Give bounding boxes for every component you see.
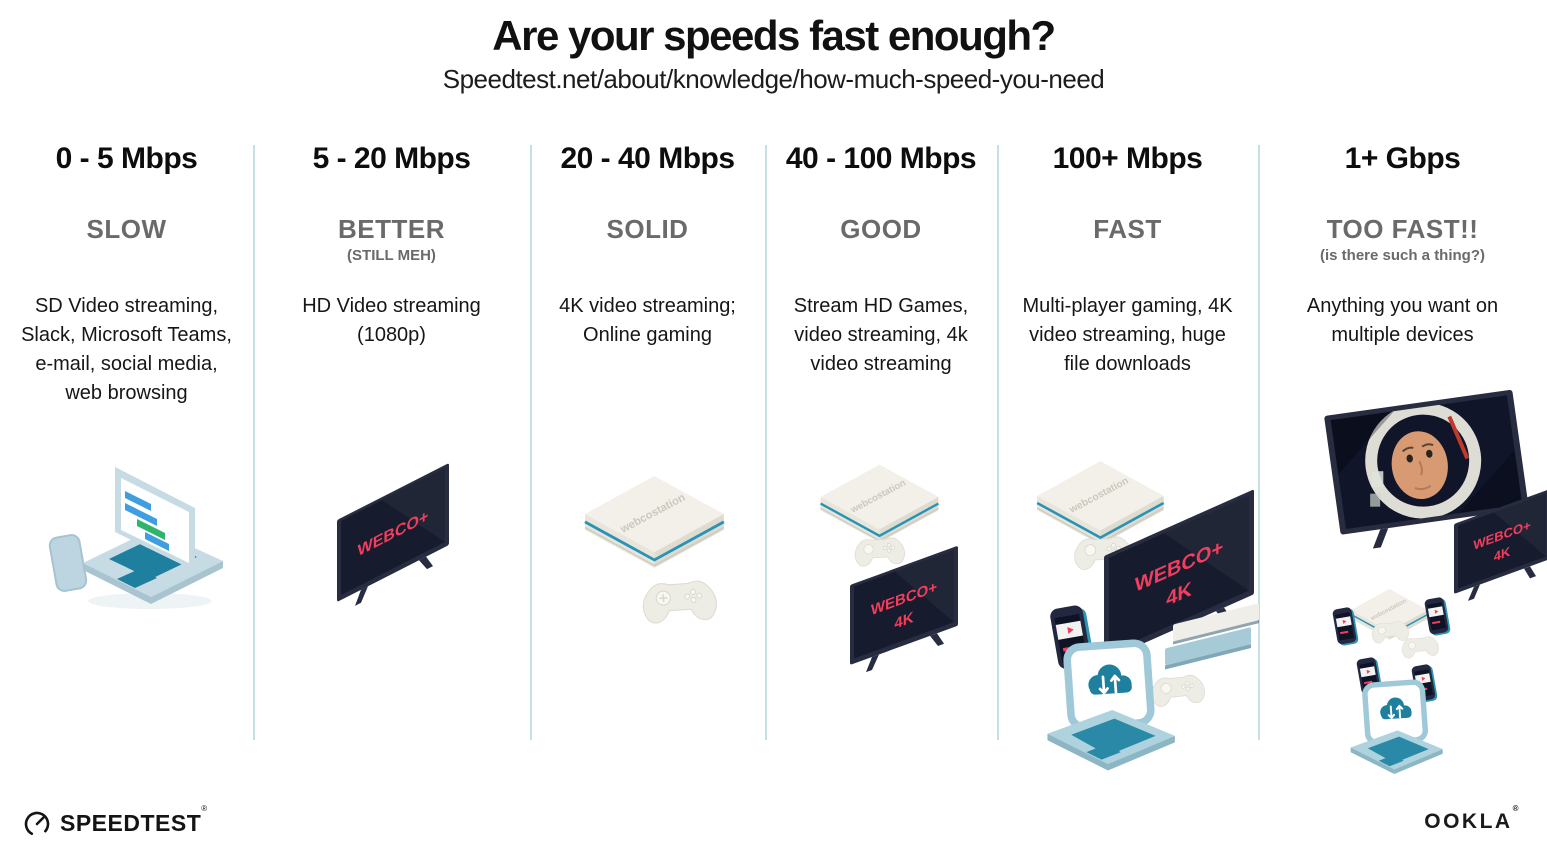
everything-illustration: WEBCO+ 4K webcostation: [1323, 389, 1547, 775]
game-console-illustration: webcostation: [583, 475, 725, 624]
laptop-download-icon: [1350, 679, 1443, 775]
speed-column-20-40-mbps: 20 - 40 Mbps SOLID 4K video streaming; O…: [530, 0, 765, 780]
speed-range-label: 100+ Mbps: [1052, 142, 1203, 175]
ookla-wordmark: OOKLA: [1424, 810, 1513, 833]
speedtest-wordmark: SPEEDTEST: [60, 809, 202, 836]
svg-text:4K: 4K: [894, 609, 914, 633]
game-controller-icon: [642, 580, 717, 624]
rating-label: SLOW: [86, 214, 167, 244]
registered-mark: ®: [201, 803, 208, 813]
svg-text:4K: 4K: [1493, 544, 1510, 565]
use-case-description: Multi-player gaming, 4K video streaming,…: [1022, 295, 1233, 375]
astronaut-still: [1330, 402, 1522, 519]
game-controller-icon: [854, 537, 906, 567]
speed-column-100-mbps: 100+ Mbps FAST Multi-player gaming, 4K v…: [997, 0, 1259, 780]
tv-4k-icon: WEBCO+ 4K: [1103, 489, 1254, 666]
rating-note: (is there such a thing?): [1319, 247, 1485, 264]
rating-label: BETTER: [338, 214, 445, 244]
hd-tv-illustration: WEBCO+: [336, 463, 449, 606]
game-controller-icon: [1401, 636, 1439, 659]
registered-mark: ®: [1512, 804, 1521, 813]
speed-column-5-20-mbps: 5 - 20 Mbps BETTER (STILL MEH) HD Video …: [253, 0, 530, 780]
laptop-and-phone-illustration: [48, 467, 223, 609]
rating-label: GOOD: [840, 214, 922, 244]
use-case-description: Stream HD Games, video streaming, 4k vid…: [793, 295, 969, 375]
use-case-description: 4K video streaming; Online gaming: [559, 295, 736, 346]
tv-icon: WEBCO+: [336, 463, 449, 606]
speedtest-gauge-icon: [24, 811, 50, 837]
rating-label: FAST: [1093, 214, 1162, 244]
rating-label: TOO FAST!!: [1326, 214, 1479, 244]
ookla-logo: OOKLA®: [1424, 804, 1521, 834]
console-and-4k-tv-illustration: webcostation WEBCO+ 4K: [820, 464, 958, 673]
column-divider: [997, 145, 999, 740]
rating-label: SOLID: [606, 214, 689, 244]
tv-4k-icon: WEBCO+ 4K: [850, 546, 958, 673]
console-icon: webcostation: [583, 475, 725, 568]
multi-device-illustration: webcostation WEBCO+ 4K: [1036, 461, 1259, 771]
speed-range-label: 0 - 5 Mbps: [55, 142, 198, 175]
use-case-description: HD Video streaming (1080p): [302, 295, 481, 346]
speed-column-40-100-mbps: 40 - 100 Mbps GOOD Stream HD Games, vide…: [765, 0, 997, 780]
speed-range-label: 1+ Gbps: [1344, 142, 1461, 175]
page-title: Are your speeds fast enough?: [492, 12, 1056, 59]
game-controller-icon: [1151, 674, 1205, 707]
phone-video-icon: [1332, 607, 1358, 646]
speed-range-label: 40 - 100 Mbps: [785, 142, 977, 175]
phone-icon: [48, 534, 87, 592]
speed-column-1-gbps: 1+ Gbps TOO FAST!! (is there such a thin…: [1258, 0, 1547, 780]
column-divider: [1258, 145, 1260, 740]
rating-note: (STILL MEH): [347, 247, 436, 264]
laptop-download-icon: [1046, 639, 1175, 771]
console-icon: webcostation: [1036, 461, 1164, 545]
game-controller-icon: [1371, 621, 1409, 644]
column-divider: [765, 145, 767, 740]
phone-video-icon: [1424, 597, 1450, 636]
source-url: Speedtest.net/about/knowledge/how-much-s…: [442, 64, 1105, 94]
tv-4k-icon: WEBCO+ 4K: [1453, 489, 1547, 601]
laptop-chat-illustration: [48, 467, 223, 609]
speed-column-0-5-mbps: 0 - 5 Mbps SLOW SD Video streaming, Slac…: [0, 0, 253, 780]
speed-range-label: 5 - 20 Mbps: [312, 142, 471, 175]
column-divider: [253, 145, 255, 740]
column-divider: [530, 145, 532, 740]
movie-tv-icon: [1323, 389, 1528, 549]
use-case-description: SD Video streaming, Slack, Microsoft Tea…: [21, 295, 232, 404]
use-case-description: Anything you want on multiple devices: [1306, 295, 1499, 346]
console-icon: webcostation: [820, 464, 939, 543]
speed-range-label: 20 - 40 Mbps: [560, 142, 735, 175]
speedtest-logo: SPEEDTEST®: [22, 804, 207, 838]
ps-console-icon: [1164, 603, 1259, 670]
